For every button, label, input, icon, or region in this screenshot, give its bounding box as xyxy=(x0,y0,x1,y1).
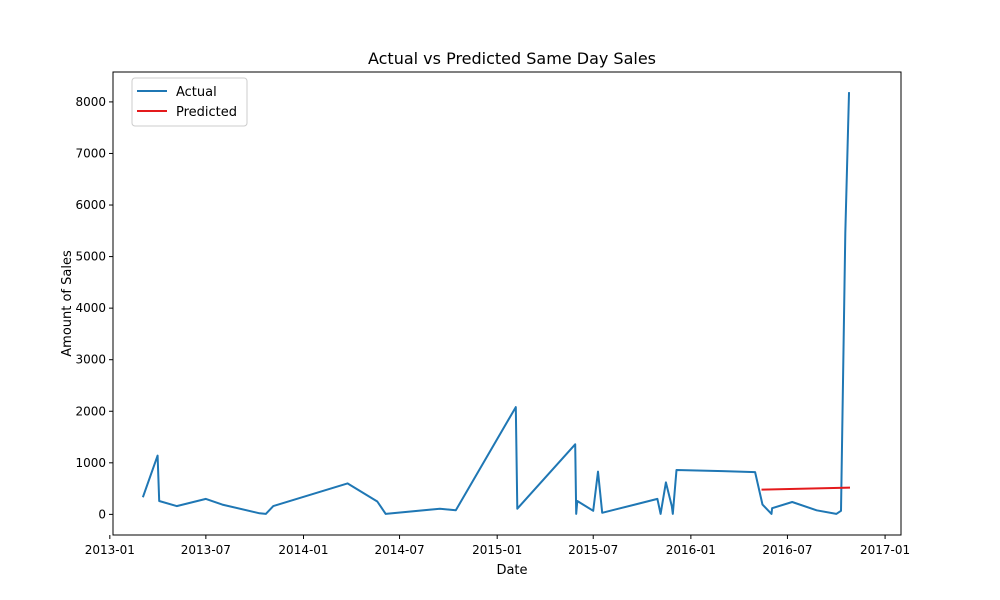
y-tick-label: 6000 xyxy=(75,198,106,212)
y-tick-label: 3000 xyxy=(75,353,106,367)
y-tick-label: 0 xyxy=(98,507,106,521)
series-line-actual xyxy=(141,92,851,515)
legend-label-predicted: Predicted xyxy=(176,105,237,120)
series-layer xyxy=(141,92,851,515)
y-tick-label: 4000 xyxy=(75,301,106,315)
x-tick-label: 2016-01 xyxy=(666,543,716,557)
x-tick-label: 2014-01 xyxy=(278,543,328,557)
x-tick-label: 2016-07 xyxy=(762,543,812,557)
x-axis: 2013-01 2013-07 2014-01 2014-07 2015-01 2015-… xyxy=(85,535,910,557)
y-tick-label: 8000 xyxy=(75,95,106,109)
y-tick-label: 2000 xyxy=(75,404,106,418)
legend: Actual Predicted xyxy=(131,77,248,127)
x-tick-label: 2015-07 xyxy=(568,543,618,557)
x-axis-label: Date xyxy=(496,563,527,578)
plot-area xyxy=(112,71,902,536)
x-tick-label: 2015-01 xyxy=(472,543,522,557)
chart-title: Actual vs Predicted Same Day Sales xyxy=(368,49,656,68)
y-axis: 0 1000 2000 3000 4000 5000 6000 7000 8000 xyxy=(75,95,113,521)
x-tick-label: 2013-01 xyxy=(85,543,135,557)
series-line-predicted xyxy=(761,486,851,491)
y-axis-label: Amount of Sales xyxy=(60,250,75,357)
x-tick-label: 2017-01 xyxy=(860,543,910,557)
legend-label-actual: Actual xyxy=(176,85,217,100)
y-tick-label: 1000 xyxy=(75,456,106,470)
y-tick-label: 5000 xyxy=(75,250,106,264)
y-tick-label: 7000 xyxy=(75,146,106,160)
x-tick-label: 2013-07 xyxy=(181,543,231,557)
x-tick-label: 2014-07 xyxy=(374,543,424,557)
